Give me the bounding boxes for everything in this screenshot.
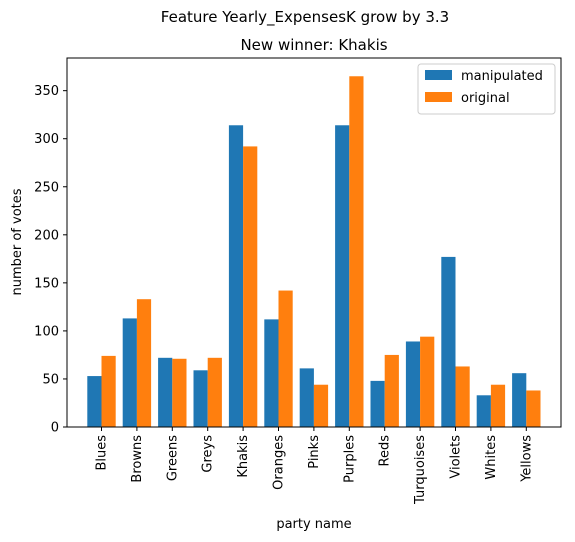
legend: manipulated original (417, 63, 556, 115)
y-axis-label: number of votes (10, 188, 25, 295)
chart-title: New winner: Khakis (240, 36, 387, 54)
x-axis-label: party name (276, 517, 351, 532)
x-tick-label: Blues (95, 435, 110, 471)
legend-label-manipulated: manipulated (461, 69, 543, 84)
bar-original-pinks (313, 384, 329, 427)
x-tick-label: Pinks (307, 435, 322, 469)
x-tick-label: Reds (378, 435, 393, 467)
x-tick-label: Violets (449, 435, 464, 479)
y-tick-label: 200 (34, 228, 59, 243)
x-tick-label: Purples (342, 435, 357, 483)
y-tick-label: 100 (34, 324, 59, 339)
bar-original-blues (101, 355, 116, 427)
bar-original-reds (384, 354, 399, 427)
bars-layer (87, 76, 541, 428)
x-tick-label: Whites (484, 435, 499, 480)
x-tick-label: Oranges (272, 435, 287, 490)
x-tick-label: Greens (165, 435, 180, 481)
bar-manipulated-pinks (299, 368, 314, 427)
x-tick-label: Browns (130, 435, 145, 483)
y-tick-label: 50 (42, 372, 59, 387)
bar-manipulated-reds (370, 380, 385, 428)
bar-original-whites (490, 384, 506, 427)
bar-original-oranges (278, 290, 293, 427)
legend-label-original: original (461, 91, 510, 106)
y-tick-label: 250 (34, 180, 59, 195)
x-tick-label: Yellows (519, 435, 534, 483)
legend-swatch-manipulated (425, 70, 452, 80)
plot-frame (66, 57, 562, 428)
bar-manipulated-violets (441, 256, 456, 427)
legend-box (417, 63, 556, 115)
bar-manipulated-khakis (228, 125, 244, 428)
x-tick-label: Greys (201, 435, 216, 473)
bar-manipulated-whites (476, 395, 491, 427)
y-tick-label: 350 (34, 84, 59, 99)
bar-manipulated-oranges (264, 319, 279, 428)
x-tick-label: Khakis (236, 435, 251, 478)
bar-original-khakis (243, 146, 258, 427)
chart-suptitle: Feature Yearly_ExpensesK grow by 3.3 (161, 8, 449, 27)
bar-original-greens (172, 358, 187, 427)
y-tick-label: 300 (34, 132, 59, 147)
bar-manipulated-yellows (512, 373, 527, 427)
bar-manipulated-greens (158, 357, 173, 427)
bar-manipulated-blues (87, 376, 102, 427)
bar-manipulated-greys (193, 370, 208, 427)
bar-manipulated-browns (122, 318, 137, 427)
bar-original-browns (136, 299, 152, 427)
y-axis: 0 50 100 150 200 250 300 350 (34, 84, 67, 436)
x-axis: Blues Browns Greens Greys Khakis Oranges Pinks… (95, 427, 534, 505)
y-tick-label: 0 (51, 421, 59, 436)
bar-original-purples (349, 76, 364, 427)
x-tick-label: Turquoises (413, 435, 428, 505)
bar-original-yellows (526, 390, 541, 427)
y-tick-label: 150 (34, 276, 59, 291)
bar-manipulated-turquoises (405, 341, 421, 427)
legend-swatch-original (425, 92, 452, 102)
bar-original-violets (455, 366, 470, 427)
bar-original-greys (207, 357, 222, 427)
bar-manipulated-purples (335, 125, 350, 428)
bar-original-turquoises (420, 336, 435, 427)
